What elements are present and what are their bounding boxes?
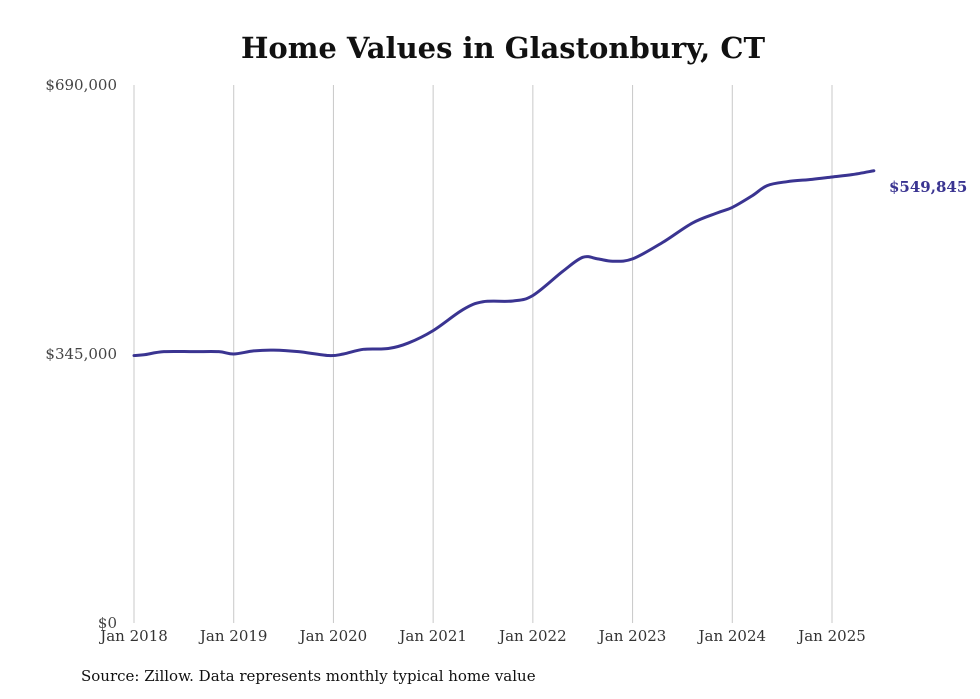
series-layer — [132, 169, 876, 358]
x-tick-label: Jan 2025 — [796, 627, 866, 645]
x-axis-ticks: Jan 2018 Jan 2019 Jan 2020 Jan 2021 Jan 2022… — [98, 627, 866, 645]
x-tick-label: Jan 2021 — [397, 627, 467, 645]
y-axis-ticks: $0 $345,000 $690,000 — [45, 76, 117, 632]
y-tick-label: $690,000 — [45, 76, 117, 94]
chart-title: Home Values in Glastonbury, CT — [241, 31, 765, 65]
x-tick-label: Jan 2018 — [98, 627, 168, 645]
y-tick-label: $0 — [98, 614, 117, 632]
x-tick-label: Jan 2020 — [298, 627, 368, 645]
x-tick-label: Jan 2024 — [697, 627, 767, 645]
end-value-label: $549,845 — [889, 178, 967, 196]
gridlines — [133, 85, 833, 623]
series-line — [132, 169, 876, 358]
source-note: Source: Zillow. Data represents monthly … — [81, 667, 536, 685]
x-tick-label: Jan 2023 — [597, 627, 667, 645]
x-tick-label: Jan 2019 — [198, 627, 268, 645]
x-tick-label: Jan 2022 — [497, 627, 567, 645]
y-tick-label: $345,000 — [45, 345, 117, 363]
